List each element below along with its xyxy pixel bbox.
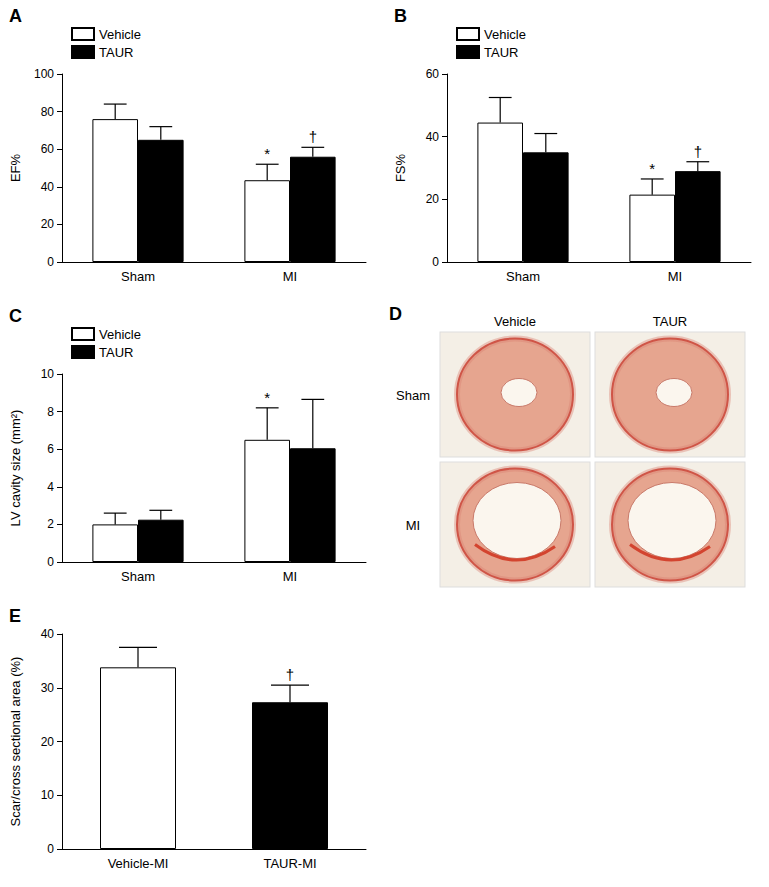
svg-text:Vehicle: Vehicle: [99, 327, 141, 342]
svg-text:Sham: Sham: [506, 269, 540, 284]
svg-text:*: *: [264, 145, 270, 162]
svg-text:Vehicle: Vehicle: [484, 27, 526, 42]
svg-text:EF%: EF%: [8, 153, 23, 182]
svg-text:D: D: [389, 304, 402, 324]
svg-text:0: 0: [432, 255, 439, 269]
svg-text:TAUR: TAUR: [653, 314, 687, 329]
svg-text:†: †: [286, 666, 294, 683]
svg-text:80: 80: [41, 105, 55, 119]
svg-text:MI: MI: [283, 269, 297, 284]
svg-text:30: 30: [41, 681, 55, 695]
svg-text:40: 40: [41, 627, 55, 641]
svg-text:Vehicle: Vehicle: [99, 27, 141, 42]
svg-text:8: 8: [47, 405, 54, 419]
svg-text:Sham: Sham: [121, 569, 155, 584]
svg-text:*: *: [264, 389, 270, 406]
svg-text:A: A: [9, 6, 22, 26]
svg-text:2: 2: [47, 517, 54, 531]
svg-text:10: 10: [41, 788, 55, 802]
svg-text:LV cavity size (mm²): LV cavity size (mm²): [8, 410, 23, 527]
svg-text:0: 0: [47, 555, 54, 569]
svg-text:40: 40: [426, 130, 440, 144]
svg-text:C: C: [9, 306, 22, 326]
svg-text:60: 60: [426, 67, 440, 81]
svg-text:TAUR-MI: TAUR-MI: [263, 856, 316, 871]
svg-text:0: 0: [47, 842, 54, 856]
svg-text:B: B: [394, 6, 407, 26]
svg-text:TAUR: TAUR: [99, 45, 133, 60]
svg-text:FS%: FS%: [393, 153, 408, 182]
svg-text:Vehicle-MI: Vehicle-MI: [108, 856, 169, 871]
svg-text:4: 4: [47, 480, 54, 494]
svg-text:Sham: Sham: [121, 269, 155, 284]
svg-text:20: 20: [41, 735, 55, 749]
svg-text:Vehicle: Vehicle: [494, 314, 536, 329]
svg-text:MI: MI: [283, 569, 297, 584]
svg-text:TAUR: TAUR: [99, 345, 133, 360]
svg-text:6: 6: [47, 442, 54, 456]
svg-text:MI: MI: [668, 269, 682, 284]
svg-text:20: 20: [41, 217, 55, 231]
svg-text:60: 60: [41, 142, 55, 156]
svg-text:*: *: [649, 160, 655, 177]
svg-text:0: 0: [47, 255, 54, 269]
svg-text:10: 10: [41, 367, 55, 381]
svg-text:Sham: Sham: [396, 388, 430, 403]
svg-text:TAUR: TAUR: [484, 45, 518, 60]
svg-text:100: 100: [34, 67, 54, 81]
svg-text:40: 40: [41, 180, 55, 194]
svg-text:MI: MI: [406, 518, 420, 533]
svg-text:E: E: [9, 606, 21, 626]
svg-text:Scar/cross sectional area (%): Scar/cross sectional area (%): [8, 657, 23, 827]
svg-text:†: †: [309, 128, 317, 145]
svg-text:20: 20: [426, 192, 440, 206]
svg-text:†: †: [694, 143, 702, 160]
